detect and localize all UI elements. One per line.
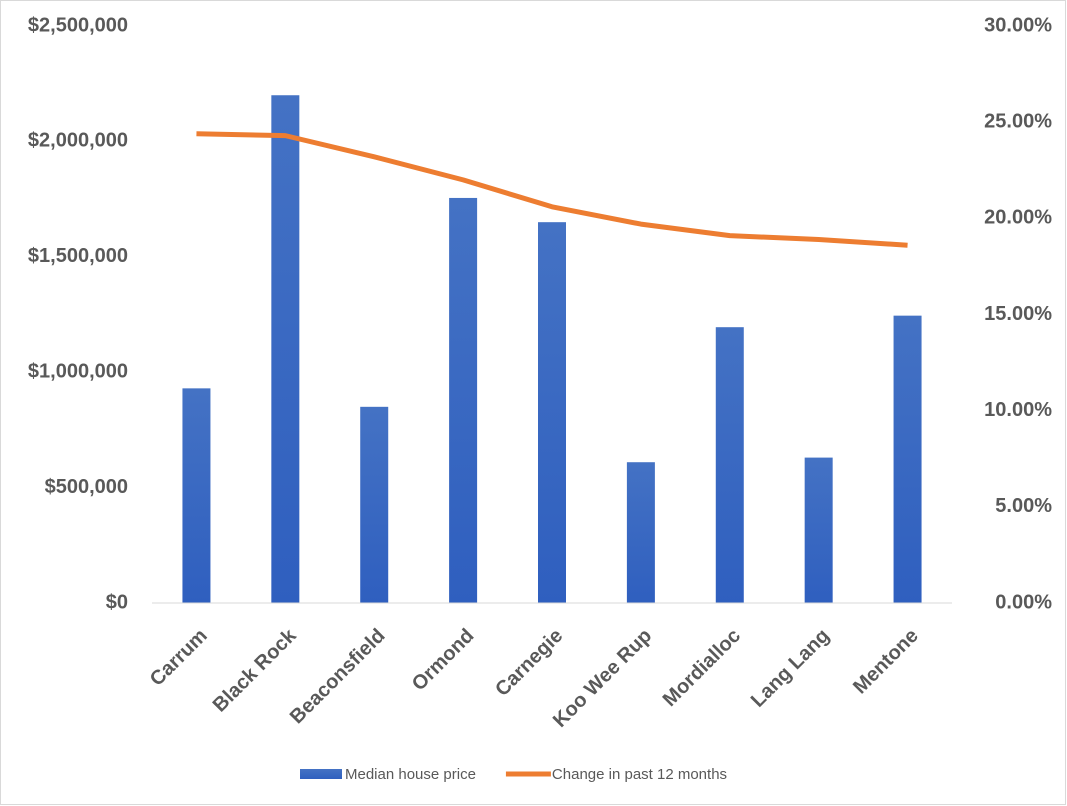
- y-tick-label: $1,500,000: [28, 245, 128, 267]
- y2-tick-label: 0.00%: [995, 591, 1052, 613]
- bar: [538, 222, 566, 603]
- y2-tick-label: 10.00%: [984, 399, 1052, 421]
- y-tick-label: $1,000,000: [28, 360, 128, 382]
- y2-tick-label: 25.00%: [984, 110, 1052, 132]
- bar: [449, 197, 478, 604]
- bar: [182, 388, 211, 603]
- y-tick-label: $2,500,000: [28, 14, 128, 36]
- legend-label: Change in past 12 months: [552, 766, 727, 783]
- y2-tick-label: 15.00%: [984, 303, 1052, 325]
- bar: [804, 457, 833, 603]
- legend-label: Median house price: [345, 766, 476, 783]
- legend-swatch: [300, 769, 342, 779]
- bar: [715, 327, 744, 603]
- bar: [893, 315, 922, 603]
- y-tick-label: $500,000: [45, 476, 128, 498]
- line: [196, 131, 908, 248]
- y2-tick-label: 30.00%: [984, 14, 1052, 36]
- bar: [626, 462, 655, 603]
- y2-tick-label: 20.00%: [984, 207, 1052, 229]
- y-tick-label: $2,000,000: [28, 130, 128, 152]
- y2-tick-label: 5.00%: [995, 495, 1052, 517]
- bar: [271, 95, 300, 604]
- y-tick-label: $0: [106, 591, 128, 613]
- bar: [360, 406, 389, 603]
